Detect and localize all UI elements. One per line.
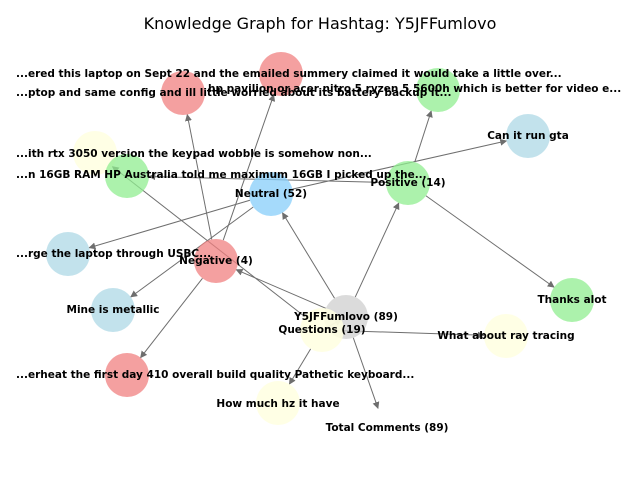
node-c_overheat[interactable] <box>105 353 149 397</box>
edge-root-total <box>352 337 380 409</box>
node-label-c_gta: Can it run gta <box>487 130 569 142</box>
node-label-c_metal: Mine is metallic <box>67 304 160 316</box>
node-label-c_hz: How much hz it have <box>216 398 339 410</box>
node-positive[interactable] <box>386 161 430 205</box>
node-c_16gb[interactable] <box>105 154 149 198</box>
node-c_usbc[interactable] <box>46 232 90 276</box>
node-c_rtx[interactable] <box>73 131 117 175</box>
node-label-neutral: Neutral (52) <box>235 188 307 200</box>
node-negative[interactable] <box>194 239 238 283</box>
node-label-c_usbc: ...rge the laptop through USBC... <box>16 248 211 260</box>
edges-layer <box>88 94 555 409</box>
node-label-c_thanks: Thanks alot <box>537 294 606 306</box>
node-label-c_order: ...ered this laptop on Sept 22 and the e… <box>16 68 562 80</box>
edge-questions-c_ray <box>343 330 485 339</box>
node-label-c_rtx: ...ith rtx 3050 version the keypad wobbl… <box>16 148 372 160</box>
nodes-layer <box>46 52 594 425</box>
node-label-c_hp: hp pavilion or acer nitro 5 ryzen 5 5600… <box>208 83 621 95</box>
edge-negative-c_order <box>185 113 213 240</box>
edge-neutral-c_usbc <box>88 199 251 250</box>
node-label-c_config: ...ptop and same config and ill little w… <box>16 87 451 99</box>
edge-root-neutral <box>282 212 335 299</box>
node-label-questions: Questions (19) <box>278 324 365 336</box>
node-c_ray[interactable] <box>484 314 528 358</box>
labels-layer: Y5JFFumlovo (89) Total Comments (89) Neutr… <box>16 68 621 434</box>
node-label-negative: Negative (4) <box>179 255 253 267</box>
node-c_config[interactable] <box>259 52 303 96</box>
node-c_gta[interactable] <box>506 114 550 158</box>
node-label-c_overheat: ...erheat the first day 410 overall buil… <box>16 369 414 381</box>
graph-title: Knowledge Graph for Hashtag: Y5JFFumlovo <box>144 14 497 33</box>
node-label-positive: Positive (14) <box>370 177 445 189</box>
edge-negative-c_config <box>222 94 276 241</box>
node-questions[interactable] <box>300 308 344 352</box>
edge-positive-c_pos_top <box>414 110 433 163</box>
node-c_metal[interactable] <box>91 288 135 332</box>
node-c_pos_top[interactable] <box>416 68 460 112</box>
node-c_hz[interactable] <box>256 381 300 425</box>
edge-root-positive <box>354 202 400 298</box>
node-neutral[interactable] <box>249 172 293 216</box>
node-label-c_16gb: ...n 16GB RAM HP Australia told me maxim… <box>16 169 427 181</box>
edge-neutral-c_metal <box>130 206 254 298</box>
edge-questions-c_hz <box>288 348 312 385</box>
edge-positive-c_thanks <box>425 195 555 288</box>
node-label-c_ray: What about ray tracing <box>437 330 574 342</box>
edge-root-negative <box>235 268 326 309</box>
node-c_order[interactable] <box>161 71 205 115</box>
node-c_thanks[interactable] <box>550 278 594 322</box>
node-label-total: Total Comments (89) <box>326 422 449 434</box>
edge-negative-c_overheat <box>140 278 203 359</box>
node-label-root: Y5JFFumlovo (89) <box>293 311 398 323</box>
